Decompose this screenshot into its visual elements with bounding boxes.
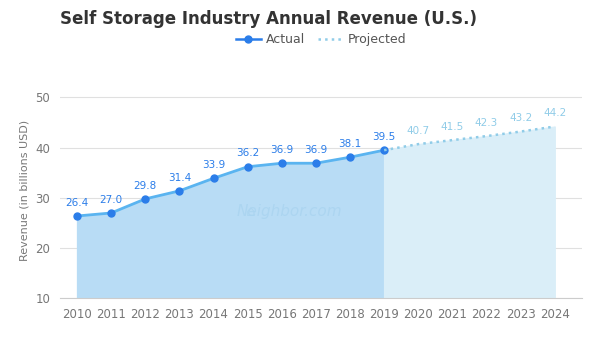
Text: 33.9: 33.9: [202, 160, 225, 170]
Text: 27.0: 27.0: [100, 194, 123, 205]
Text: 43.2: 43.2: [509, 113, 532, 123]
Y-axis label: Revenue (in billions USD): Revenue (in billions USD): [20, 120, 30, 261]
Text: 40.7: 40.7: [407, 126, 430, 136]
Text: 44.2: 44.2: [543, 108, 566, 118]
Text: ⌂: ⌂: [246, 204, 256, 220]
Text: 29.8: 29.8: [134, 180, 157, 191]
Text: Self Storage Industry Annual Revenue (U.S.): Self Storage Industry Annual Revenue (U.…: [60, 10, 477, 28]
Text: Neighbor.com: Neighbor.com: [237, 204, 343, 220]
Text: 36.9: 36.9: [270, 145, 293, 155]
Text: 39.5: 39.5: [373, 132, 396, 142]
Text: 36.9: 36.9: [304, 145, 328, 155]
Text: 38.1: 38.1: [338, 139, 362, 149]
Text: 36.2: 36.2: [236, 149, 259, 158]
Text: 41.5: 41.5: [441, 122, 464, 132]
Legend: Actual, Projected: Actual, Projected: [231, 28, 411, 51]
Text: 31.4: 31.4: [168, 173, 191, 182]
Text: 42.3: 42.3: [475, 118, 498, 128]
Text: 26.4: 26.4: [65, 198, 89, 208]
